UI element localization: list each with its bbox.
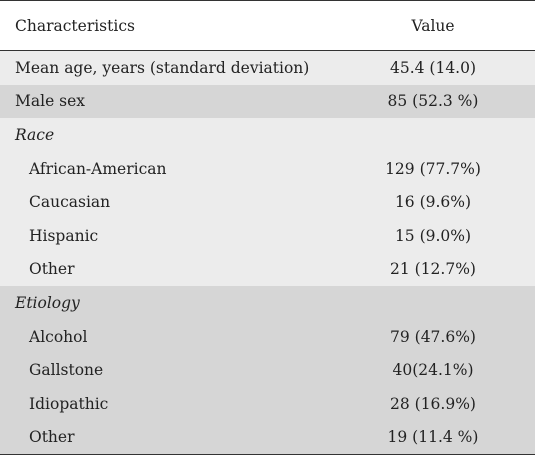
row-value: 28 (16.9%) xyxy=(390,394,476,413)
row-value: 40(24.1%) xyxy=(392,361,474,380)
table-row-mean-age: Mean age, years (standard deviation) 45.… xyxy=(0,51,535,85)
table-row-african-american: African-American 129 (77.7%) xyxy=(0,151,535,186)
row-value: 15 (9.0%) xyxy=(394,226,472,245)
row-label: Mean age, years (standard deviation) xyxy=(15,58,310,77)
row-label: Other xyxy=(29,428,75,447)
section-label: Etiology xyxy=(15,293,80,312)
row-label: Male sex xyxy=(15,92,86,111)
row-label: Hispanic xyxy=(29,226,99,245)
table-row-etiology-other: Other 19 (11.4 %) xyxy=(0,420,535,455)
row-label: Gallstone xyxy=(29,361,104,380)
row-value: 21 (12.7%) xyxy=(390,260,476,279)
table-row-male-sex: Male sex 85 (52.3 %) xyxy=(0,84,535,119)
table-section-race: Race xyxy=(0,118,535,152)
row-label: Idiopathic xyxy=(29,394,109,413)
row-value: 79 (47.6%) xyxy=(390,327,476,346)
table-row-race-other: Other 21 (12.7%) xyxy=(0,252,535,287)
row-value: 16 (9.6%) xyxy=(394,193,472,212)
table-row-idiopathic: Idiopathic 28 (16.9%) xyxy=(0,386,535,421)
table-section-etiology: Etiology xyxy=(0,286,535,320)
row-label: African-American xyxy=(29,159,167,178)
row-value: 85 (52.3 %) xyxy=(387,92,479,111)
section-label: Race xyxy=(15,125,55,144)
row-value: 129 (77.7%) xyxy=(385,159,481,178)
table-row-gallstone: Gallstone 40(24.1%) xyxy=(0,353,535,387)
header-characteristics: Characteristics xyxy=(15,16,135,35)
table-row-alcohol: Alcohol 79 (47.6%) xyxy=(0,319,535,354)
row-label: Alcohol xyxy=(29,327,88,346)
table-header-row: Characteristics Value xyxy=(0,1,535,51)
header-value: Value xyxy=(411,16,455,35)
row-value: 19 (11.4 %) xyxy=(387,428,479,447)
table-row-caucasian: Caucasian 16 (9.6%) xyxy=(0,185,535,219)
row-label: Other xyxy=(29,260,75,279)
row-label: Caucasian xyxy=(29,193,111,212)
row-value: 45.4 (14.0) xyxy=(389,58,477,77)
table-row-hispanic: Hispanic 15 (9.0%) xyxy=(0,218,535,253)
